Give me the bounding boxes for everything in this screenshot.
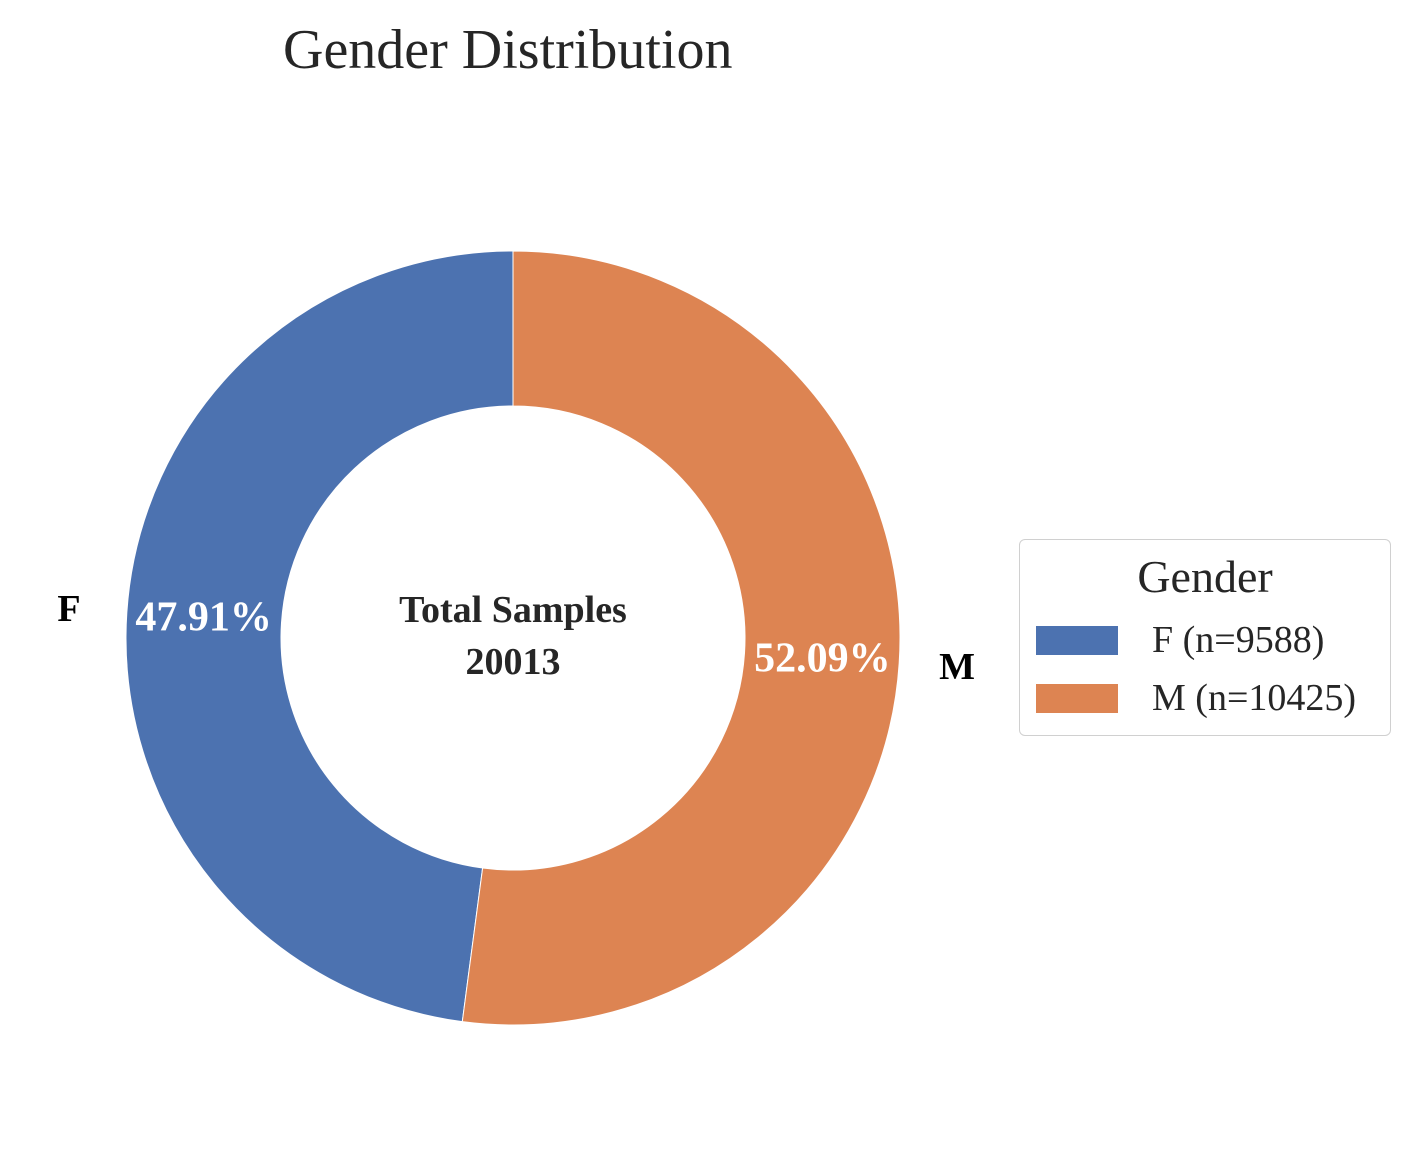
percent-label-f: 47.91% [135,595,272,641]
percent-label-m: 52.09% [754,635,891,681]
legend: Gender F (n=9588) M (n=10425) [1019,539,1391,736]
center-label: Total Samples [399,589,627,631]
chart-title: Gender Distribution [283,19,733,81]
center-total-value: 20013 [466,641,561,683]
legend-item-m: M (n=10425) [1036,677,1356,719]
legend-title: Gender [1137,551,1273,602]
donut-slice-m [461,250,901,1026]
donut-slice-f [125,250,514,1023]
category-label-m: M [939,646,975,688]
legend-item-f: F (n=9588) [1036,619,1324,661]
category-label-f: F [57,588,80,630]
legend-label-m: M (n=10425) [1152,677,1357,719]
legend-label-f: F (n=9588) [1152,619,1325,661]
legend-swatch-f [1036,625,1118,655]
legend-swatch-m [1036,683,1118,713]
